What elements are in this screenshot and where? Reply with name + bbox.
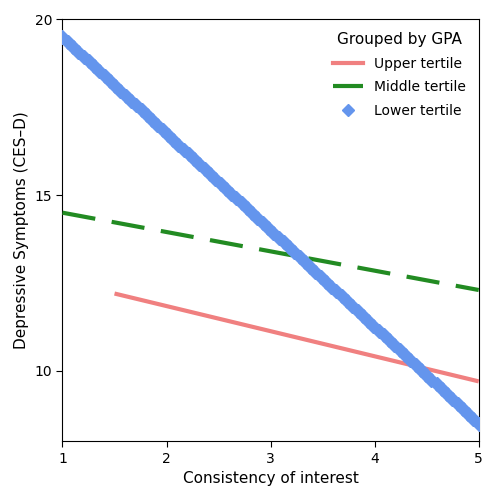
Legend: Upper tertile, Middle tertile, Lower tertile: Upper tertile, Middle tertile, Lower ter…	[327, 26, 472, 124]
X-axis label: Consistency of interest: Consistency of interest	[183, 471, 358, 486]
Y-axis label: Depressive Symptoms (CES–D): Depressive Symptoms (CES–D)	[14, 112, 29, 349]
